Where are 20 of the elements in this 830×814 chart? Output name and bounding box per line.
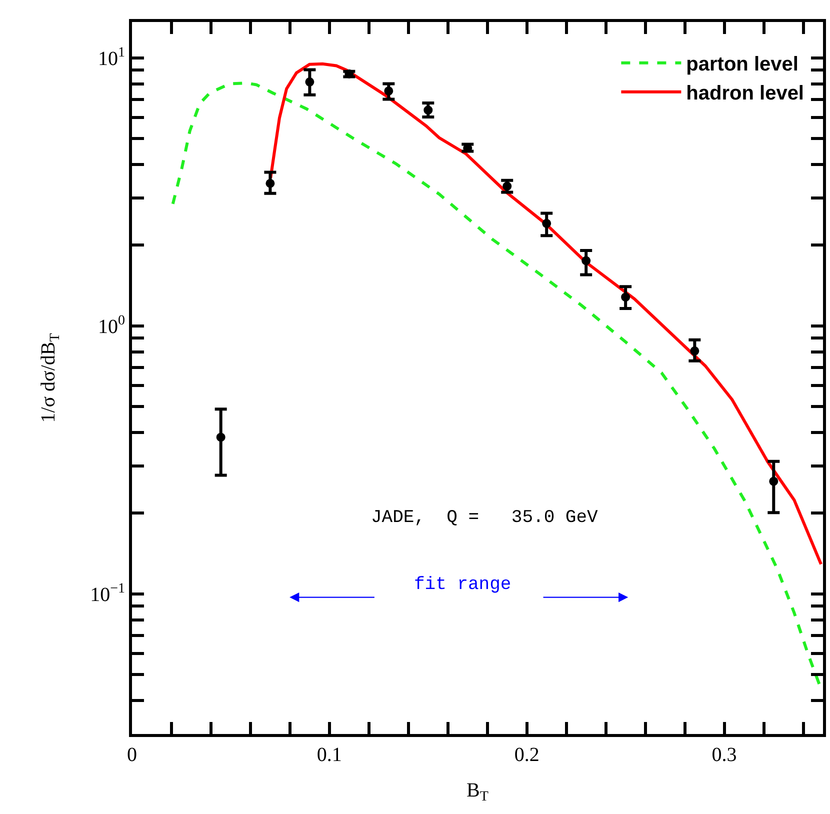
point <box>266 178 275 188</box>
point <box>621 292 630 302</box>
x-tick-label: 0.2 <box>514 744 540 766</box>
y-tick-label: 10$^{0}$ <box>98 313 125 338</box>
legend-label: hadron level <box>686 82 804 105</box>
x-tick-label: 0.3 <box>712 744 737 766</box>
x-tick-label: 0 <box>127 744 137 766</box>
y-tick-label: 10$^{1}$ <box>98 45 125 70</box>
point <box>305 77 314 86</box>
x-axis-title: B$_{T}$ <box>466 780 489 805</box>
legend-label: parton level <box>686 54 798 76</box>
point <box>216 432 226 442</box>
annotation: JADE, Q = 35.0 GeV <box>371 508 598 528</box>
point <box>690 346 700 356</box>
point <box>769 476 778 486</box>
annotation: fit range <box>414 575 512 595</box>
x-tick-label: 0.1 <box>316 744 342 766</box>
point <box>542 218 552 228</box>
y-tick-label: 10$^{−1}$ <box>90 581 125 606</box>
point <box>582 256 591 266</box>
